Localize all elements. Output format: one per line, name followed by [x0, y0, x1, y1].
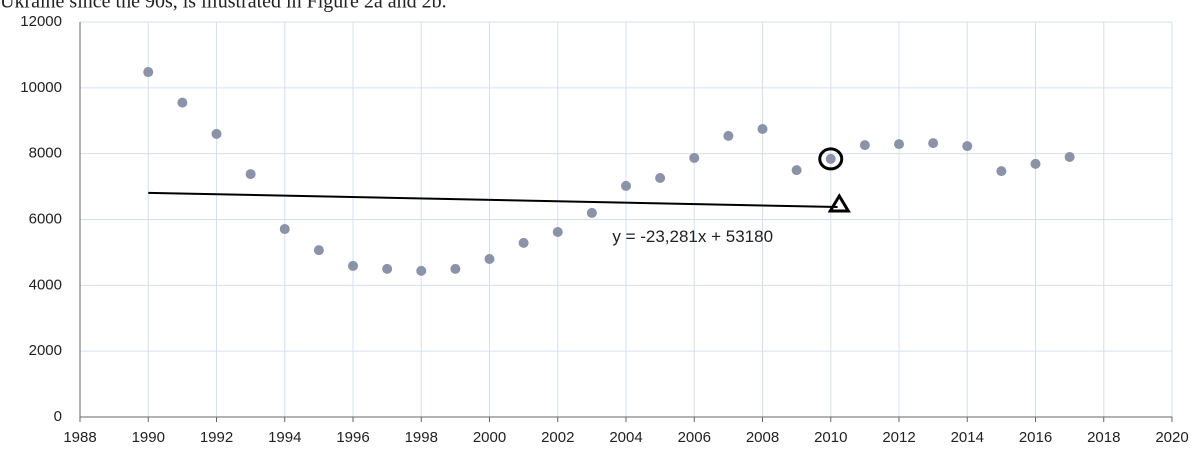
caption-text: Ukraine since the 90s, is illustrated in… — [0, 0, 447, 13]
data-point — [996, 166, 1007, 177]
data-point — [1064, 151, 1075, 162]
data-point — [962, 141, 973, 152]
data-point — [177, 97, 188, 108]
x-tick-label: 2002 — [541, 429, 574, 446]
x-tick-label: 2008 — [746, 429, 779, 446]
x-tick-label: 1990 — [132, 429, 165, 446]
x-tick-label: 2016 — [1019, 429, 1052, 446]
y-tick-label: 6000 — [29, 210, 62, 227]
data-point — [552, 227, 563, 238]
x-tick-label: 2012 — [882, 429, 915, 446]
circle-marker — [818, 147, 844, 171]
data-point — [723, 130, 734, 141]
data-point — [928, 138, 939, 149]
x-tick-label: 1992 — [200, 429, 233, 446]
data-point — [313, 245, 324, 256]
data-point — [825, 153, 836, 164]
y-tick-label: 2000 — [29, 342, 62, 359]
x-tick-label: 2014 — [951, 429, 984, 446]
data-point — [791, 165, 802, 176]
y-tick-label: 8000 — [29, 145, 62, 162]
x-tick-label: 2018 — [1087, 429, 1120, 446]
data-point — [859, 140, 870, 151]
x-tick-label: 1996 — [336, 429, 369, 446]
data-point — [382, 263, 393, 274]
x-tick-label: 1994 — [268, 429, 301, 446]
data-point — [655, 173, 666, 184]
y-tick-label: 10000 — [20, 79, 62, 96]
x-tick-label: 1998 — [405, 429, 438, 446]
x-tick-label: 1988 — [63, 429, 96, 446]
data-point — [757, 123, 768, 134]
data-point — [416, 265, 427, 276]
data-point — [689, 152, 700, 163]
x-tick-label: 2006 — [678, 429, 711, 446]
y-tick-label: 0 — [54, 408, 62, 425]
data-point — [143, 67, 154, 78]
data-point — [211, 128, 222, 139]
data-point — [894, 139, 904, 150]
y-tick-label: 12000 — [20, 13, 62, 30]
x-tick-label: 2004 — [609, 429, 642, 446]
x-tick-label: 2020 — [1155, 429, 1188, 446]
data-point — [245, 169, 256, 180]
data-point — [450, 263, 461, 274]
equation-label: y = -23,281x + 53180 — [612, 227, 773, 246]
trend-line — [148, 191, 838, 208]
data-point — [621, 180, 631, 191]
data-point — [518, 237, 529, 248]
data-point — [1030, 158, 1041, 169]
y-tick-label: 4000 — [29, 276, 62, 293]
data-point — [348, 260, 358, 271]
data-point — [484, 254, 495, 264]
triangle-marker — [827, 193, 851, 213]
x-tick-label: 2000 — [473, 429, 506, 446]
data-point — [586, 207, 597, 218]
data-point — [279, 224, 290, 235]
x-tick-label: 2010 — [814, 429, 847, 446]
